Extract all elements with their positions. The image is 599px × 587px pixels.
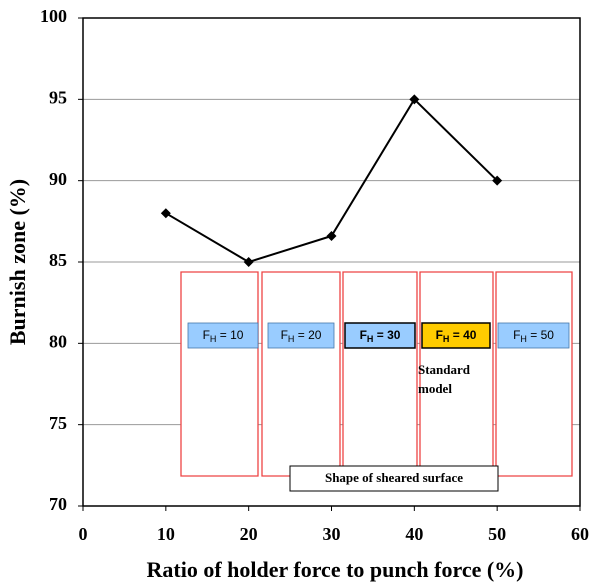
force-label-rest: = 30 [373,328,400,342]
sheared-surface-shapes [180,271,573,477]
marker [409,94,420,105]
force-label-sub: H [367,334,374,344]
x-tick-label: 10 [157,524,175,544]
inset: FH = 10 FH = 20 FH = 30 FH = 40 FH = 50Stand… [180,271,573,492]
force-label-box [421,322,491,349]
force-label-box [187,322,259,349]
marker [492,175,503,186]
y-tick-label: 70 [49,494,67,514]
force-label-rest: = 40 [449,328,476,342]
x-tick-label: 0 [79,524,88,544]
y-axis-title: Burnish zone (%) [5,179,30,345]
force-label: FH = 40 [436,328,477,344]
force-label: FH = 30 [360,328,401,344]
force-label-sub: H [288,334,295,344]
caption-box [289,465,499,492]
x-tick-label: 20 [240,524,258,544]
marker [326,230,337,241]
force-label: FH = 20 [281,328,322,344]
force-label-box [267,322,335,349]
force-label-sub: H [443,334,450,344]
plot-frame [82,17,581,507]
x-axis-title: Ratio of holder force to punch force (%) [147,557,524,582]
y-tick-label: 90 [49,169,67,189]
force-label-main: F [203,328,210,342]
force-label-main: F [281,328,288,342]
force-label-main: F [513,328,520,342]
caption: Shape of sheared surface [325,470,463,485]
marker [243,257,254,267]
y-tick-label: 80 [49,331,67,351]
x-tick-label: 30 [323,524,341,544]
force-label-sub: H [520,334,527,344]
marker [160,208,171,219]
force-label-main: F [360,328,367,342]
x-tick-label: 40 [405,524,423,544]
force-label-sub: H [210,334,217,344]
note: Standard [418,362,471,377]
y-tick-label: 85 [49,250,67,270]
force-label-rest: = 10 [216,328,243,342]
force-label-rest: = 20 [294,328,321,342]
force-label-box [344,322,416,349]
force-label: FH = 10 [203,328,244,344]
y-tick-label: 75 [49,413,67,433]
force-label-box [497,322,570,349]
y-tick-label: 100 [40,6,67,26]
force-label-main: F [436,328,443,342]
x-tick-label: 60 [571,524,589,544]
x-tick-label: 50 [488,524,506,544]
force-label-rest: = 50 [527,328,554,342]
force-label: FH = 50 [513,328,554,344]
y-tick-label: 95 [49,87,67,107]
note: model [418,381,452,396]
